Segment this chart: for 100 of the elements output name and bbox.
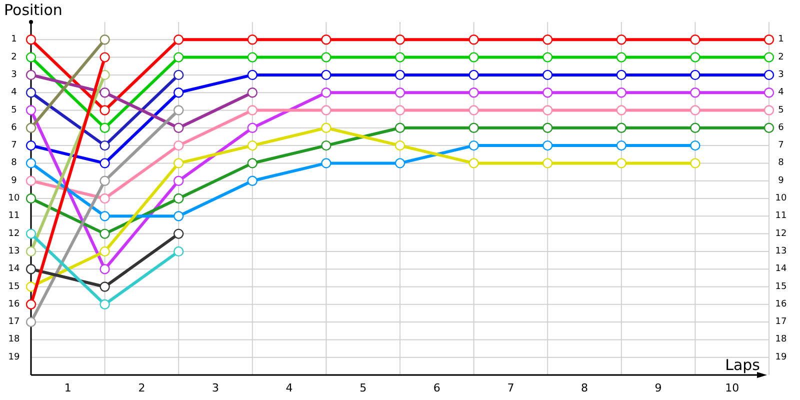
point	[616, 122, 626, 133]
point	[321, 105, 332, 116]
point	[100, 34, 110, 45]
x-tick-label: 10	[725, 382, 740, 394]
point	[542, 140, 553, 151]
point	[26, 140, 36, 151]
point	[100, 140, 110, 151]
y2-tick-label: 1	[778, 34, 784, 45]
x-tick-label: 3	[212, 382, 219, 394]
point	[321, 52, 332, 62]
point	[100, 264, 110, 274]
point	[394, 105, 406, 116]
point	[174, 158, 184, 168]
point	[394, 52, 406, 62]
point	[174, 122, 184, 133]
point	[174, 228, 184, 239]
y2-tick-label: 8	[778, 158, 784, 168]
x-tick-label: 1	[64, 382, 72, 394]
point	[174, 193, 184, 204]
x-tick-label: 8	[581, 382, 588, 394]
y-tick-label: 2	[11, 52, 17, 62]
point	[100, 193, 110, 204]
point	[100, 299, 110, 310]
point	[690, 70, 700, 80]
point	[542, 158, 553, 168]
point	[247, 176, 258, 186]
point	[468, 70, 479, 80]
point	[100, 158, 110, 168]
y2-tick-label: 19	[775, 352, 787, 362]
y2-tick-label: 3	[778, 70, 784, 80]
point	[542, 88, 553, 98]
point	[247, 105, 258, 116]
point	[321, 122, 332, 133]
point	[616, 52, 626, 62]
x-tick-label: 2	[138, 382, 146, 394]
x-tick-label: 6	[433, 382, 440, 394]
point	[247, 70, 258, 80]
point	[247, 88, 258, 98]
point	[100, 211, 110, 222]
point	[690, 105, 700, 116]
y-tick-label: 13	[8, 246, 20, 256]
point	[100, 122, 110, 133]
y-tick-label: 9	[11, 176, 18, 186]
point	[690, 140, 700, 151]
point	[100, 282, 110, 292]
point	[542, 105, 553, 116]
point	[764, 122, 774, 133]
point	[616, 158, 626, 168]
point	[100, 176, 110, 186]
y2-tick-label: 11	[775, 211, 787, 222]
y2-tick-label: 9	[778, 176, 784, 186]
point	[26, 52, 36, 62]
point	[247, 140, 258, 151]
point	[174, 176, 184, 186]
point	[26, 122, 36, 133]
point	[321, 158, 332, 168]
point	[764, 88, 774, 98]
y-axis-title: Position	[4, 1, 62, 19]
point	[174, 140, 184, 151]
y2-tick-label: 5	[778, 105, 784, 116]
point	[690, 158, 700, 168]
point	[394, 34, 406, 45]
point	[174, 52, 184, 62]
x-tick-label: 9	[654, 382, 662, 394]
point	[542, 122, 553, 133]
point	[616, 70, 626, 80]
point	[174, 88, 184, 98]
y2-tick-label: 14	[775, 264, 787, 274]
point	[174, 105, 184, 116]
point	[100, 88, 110, 98]
y-tick-label: 1	[11, 34, 17, 45]
point	[247, 158, 258, 168]
point	[100, 228, 110, 239]
y2-tick-label: 15	[775, 282, 787, 292]
point	[174, 70, 184, 80]
point	[468, 52, 479, 62]
point	[690, 34, 700, 45]
y-tick-label: 7	[11, 140, 17, 151]
point	[26, 193, 36, 204]
point	[26, 299, 36, 310]
y-tick-label: 5	[11, 105, 17, 116]
point	[174, 246, 184, 257]
point	[26, 264, 36, 274]
point	[616, 140, 626, 151]
y2-tick-label: 12	[775, 228, 787, 239]
point	[690, 88, 700, 98]
y2-tick-label: 7	[778, 140, 784, 151]
point	[394, 122, 406, 133]
point	[26, 70, 36, 80]
point	[100, 105, 110, 116]
point	[26, 176, 36, 186]
point	[468, 122, 479, 133]
point	[100, 246, 110, 257]
y-tick-label: 14	[8, 264, 20, 274]
point	[321, 88, 332, 98]
point	[616, 34, 626, 45]
y2-tick-label: 10	[775, 194, 787, 204]
point	[174, 211, 184, 222]
point	[690, 52, 700, 62]
y-tick-label: 11	[8, 211, 20, 222]
